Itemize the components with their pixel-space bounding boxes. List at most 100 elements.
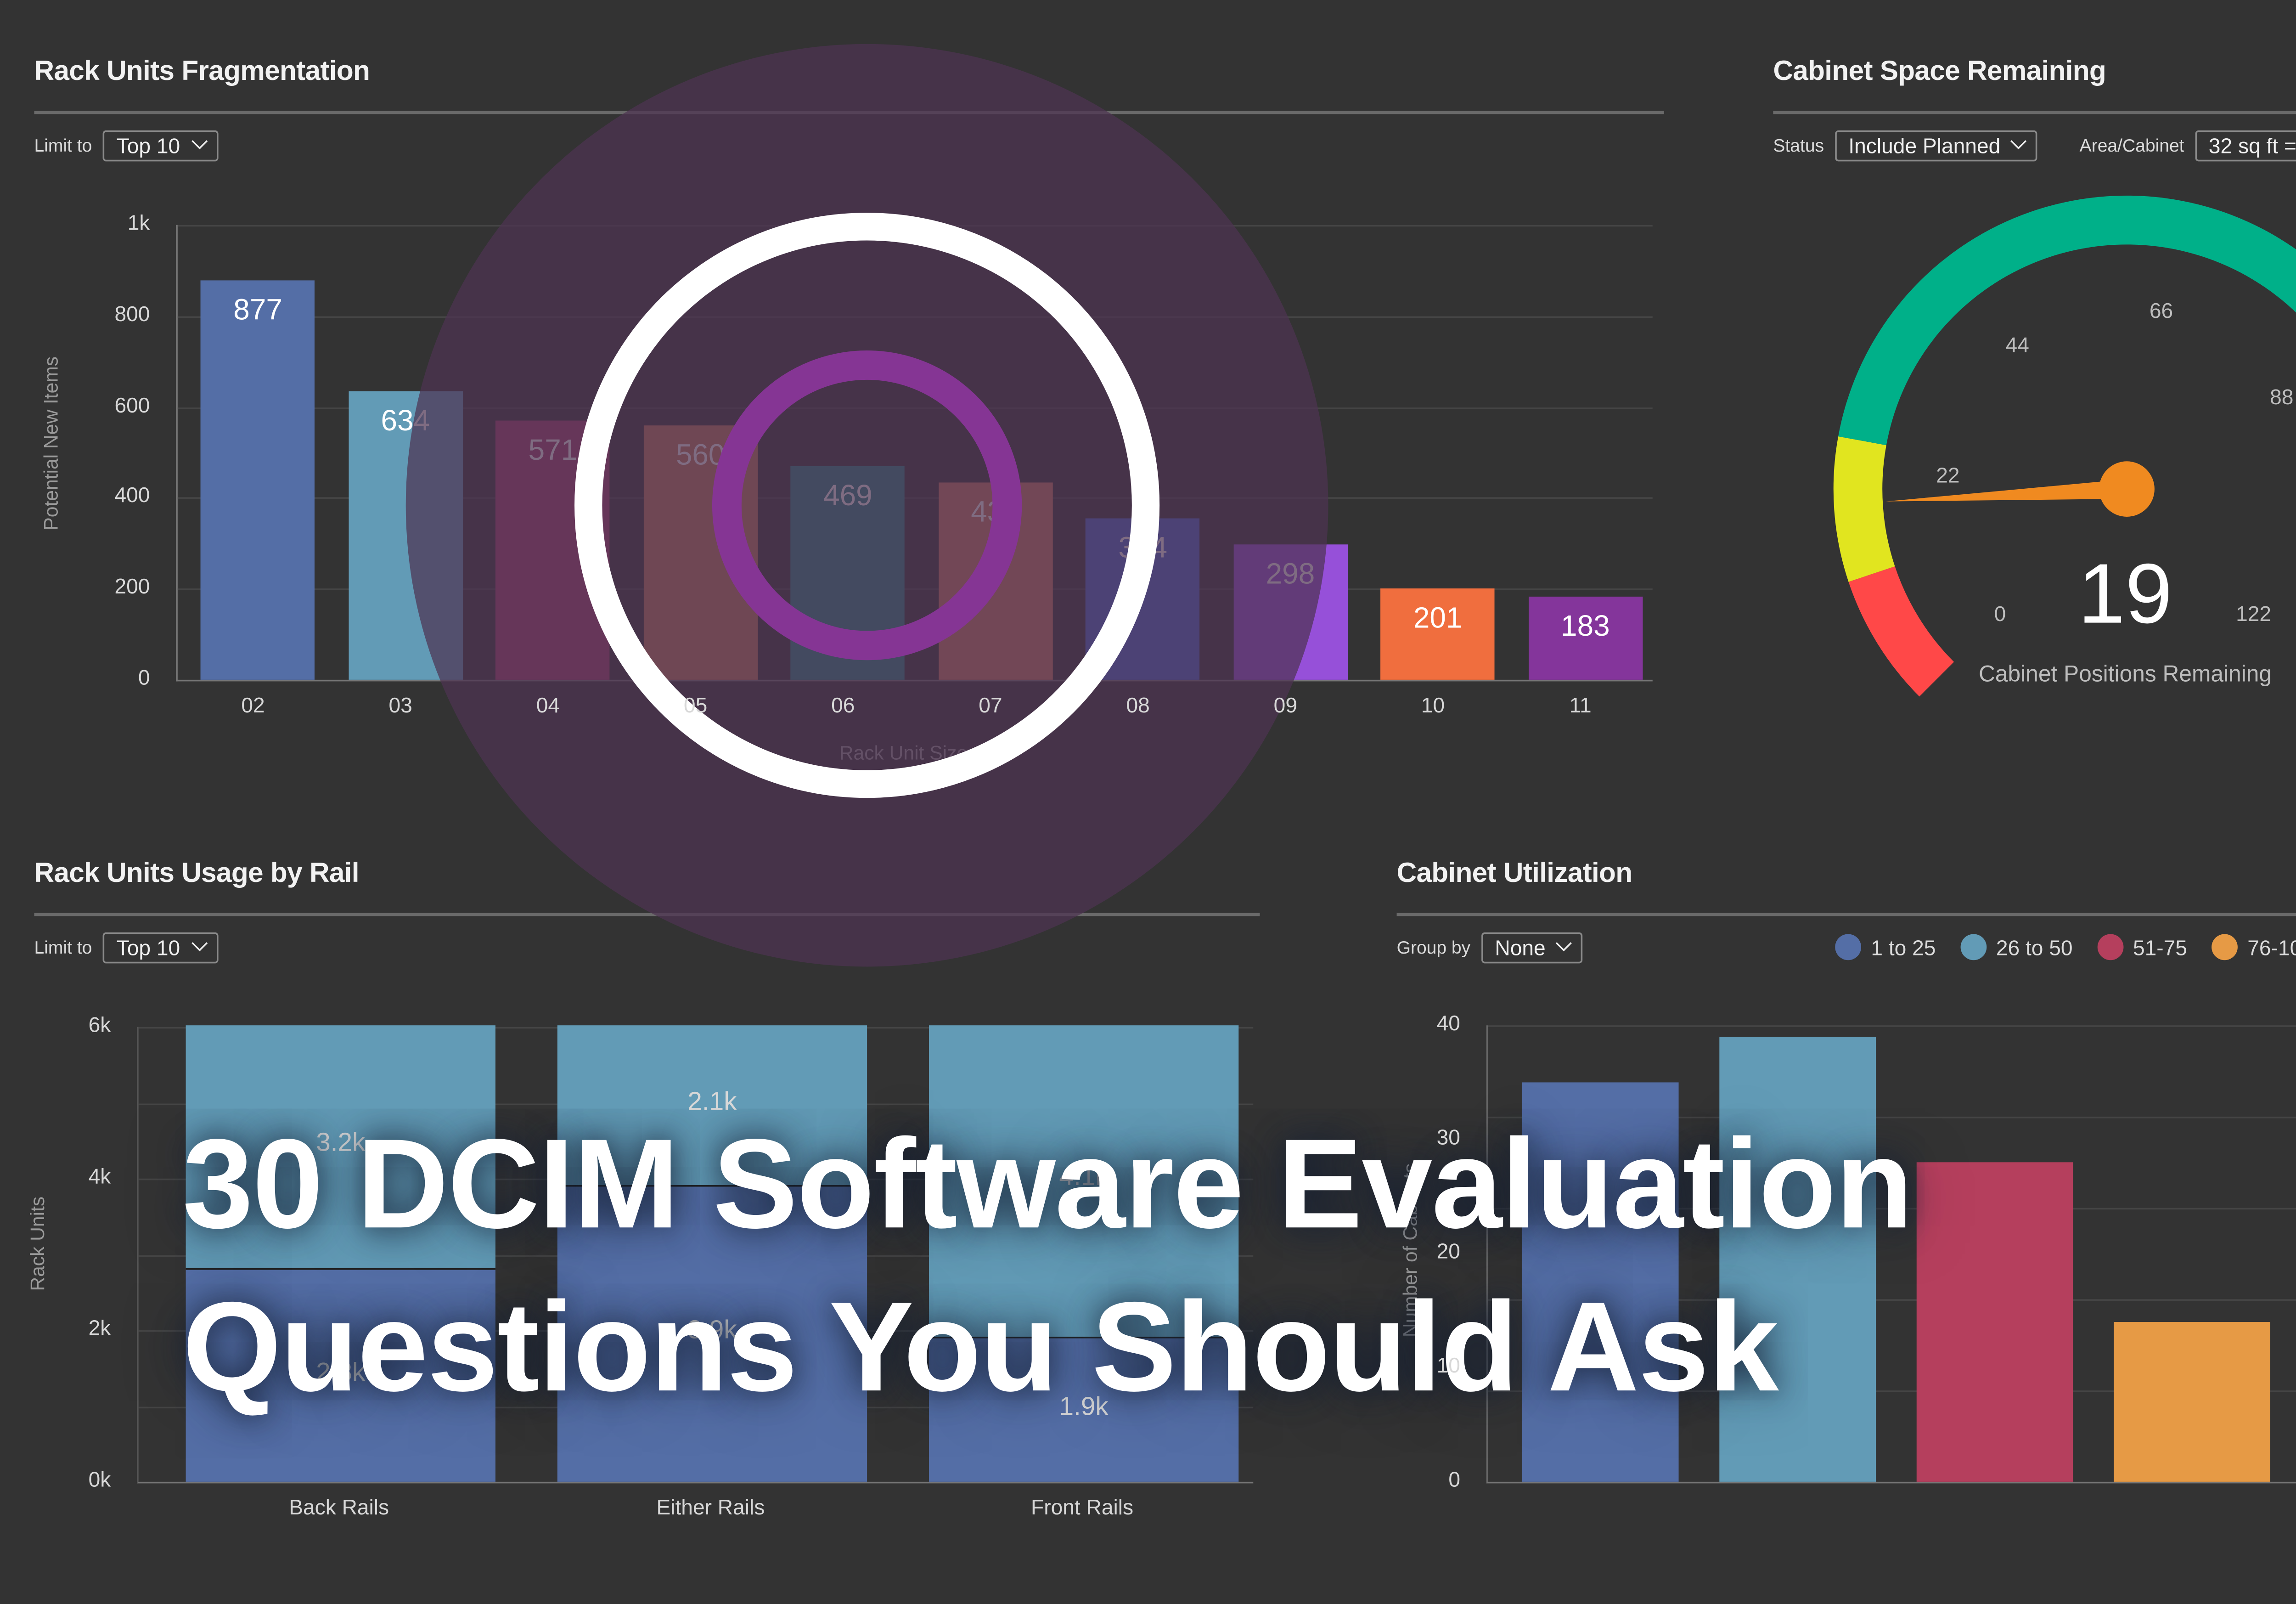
gauge-tick-label: 88 [2270, 384, 2294, 409]
segment-value-label: 3.2k [316, 1130, 366, 1158]
bar-value-label: 201 [1413, 601, 1463, 634]
gauge-tick-label: 66 [2149, 298, 2173, 323]
divider [1396, 913, 2296, 916]
gauge-caption: Cabinet Positions Remaining [1978, 660, 2272, 687]
y-tick-label: 10 [1436, 1353, 1460, 1378]
gauge-tick-label: 122 [2236, 601, 2272, 626]
x-tick-label: 02 [241, 693, 265, 717]
divider [1773, 111, 2296, 114]
limit-control: Limit to Top 10 [34, 130, 218, 162]
bar-02[interactable]: 877 [201, 281, 315, 680]
group-by-label: Group by [1396, 938, 1471, 958]
y-tick-label: 40 [1436, 1011, 1460, 1035]
bar-10[interactable]: 201 [1380, 588, 1495, 680]
bar-value-label: 354 [1118, 531, 1168, 565]
bar-05[interactable]: 560 [643, 425, 758, 680]
bar-07[interactable]: 433 [938, 483, 1052, 680]
x-tick-label: 07 [979, 693, 1002, 717]
bar-09[interactable]: 298 [1233, 544, 1348, 680]
y-tick-label: 0k [88, 1467, 111, 1492]
x-tick-label: Either Rails [656, 1495, 765, 1519]
bar-value-label: 571 [528, 433, 578, 466]
area-label: Area/Cabinet [2079, 136, 2184, 156]
limit-value: Top 10 [116, 936, 180, 960]
gauge-value: 19 [2078, 548, 2172, 643]
x-tick-label: 08 [1126, 693, 1150, 717]
bar-51-75[interactable] [1916, 1162, 2073, 1482]
bar-26-to-50[interactable] [1719, 1037, 1876, 1482]
gauge-needle-icon [1886, 461, 2155, 517]
status-control: Status Include Planned [1773, 130, 2038, 162]
x-tick-label: 10 [1421, 693, 1445, 717]
gridline [1488, 1025, 2296, 1027]
panel-title-fragmentation: Rack Units Fragmentation [34, 55, 370, 87]
limit-value: Top 10 [116, 134, 180, 158]
x-tick-label: 03 [388, 693, 412, 717]
gridline [177, 225, 1653, 227]
stack-segment[interactable]: 3.9k [557, 1186, 867, 1482]
area-value: 32 sq ft = 2.9 sq mt [2208, 134, 2296, 158]
bar-value-label: 560 [675, 438, 725, 471]
legend-item[interactable]: 51-75 [2097, 934, 2187, 960]
y-tick-label: 2k [88, 1315, 111, 1340]
stack-segment[interactable]: 2.8k [186, 1269, 495, 1482]
status-label: Status [1773, 136, 1824, 156]
limit-dropdown[interactable]: Top 10 [103, 932, 218, 964]
chart-plot-area: 877 634 571 560 469 433 354 298 201 183 [176, 225, 1653, 682]
gridline [1488, 1208, 2296, 1210]
bar-03[interactable]: 634 [348, 391, 463, 680]
chart-plot-area [1486, 1025, 2296, 1484]
x-tick-label: 05 [683, 693, 708, 717]
limit-dropdown[interactable]: Top 10 [103, 130, 218, 162]
divider [34, 913, 1260, 916]
stack-segment[interactable]: 1.9k [929, 1338, 1239, 1482]
group-by-control: Group by None [1396, 932, 1583, 964]
x-tick-label: 09 [1273, 693, 1298, 717]
gauge-band [1833, 436, 1895, 582]
legend-item[interactable]: 76-100 [2212, 934, 2296, 960]
gauge-tick-label: 44 [2005, 332, 2029, 357]
legend-item[interactable]: 1 to 25 [1835, 934, 1936, 960]
stack-segment[interactable]: 3.2k [186, 1025, 495, 1270]
panel-title-cabinet-utilization: Cabinet Utilization [1396, 857, 1633, 889]
y-tick-label: 0 [138, 665, 150, 690]
legend-dot-icon [1960, 934, 1986, 960]
stack-segment[interactable]: 4.1k [929, 1025, 1239, 1338]
bar-04[interactable]: 571 [495, 420, 610, 680]
gauge-band [1838, 195, 2296, 446]
gauge-band [1848, 566, 1954, 697]
x-tick-label: Back Rails [289, 1495, 389, 1519]
y-tick-label: 6k [88, 1012, 111, 1037]
chart-plot-area: 2.8k 3.2k 3.9k 2.1k 1.9k 4.1k [137, 1025, 1254, 1484]
status-dropdown[interactable]: Include Planned [1835, 130, 2038, 162]
legend-dot-icon [2212, 934, 2238, 960]
y-tick-label: 20 [1436, 1239, 1460, 1264]
panel-title-usage-by-rail: Rack Units Usage by Rail [34, 857, 360, 889]
bar-value-label: 433 [971, 496, 1020, 529]
x-tick-label: 04 [536, 693, 560, 717]
bar-1-to-25[interactable] [1521, 1082, 1678, 1482]
legend-item[interactable]: 26 to 50 [1960, 934, 2073, 960]
limit-label: Limit to [34, 136, 92, 156]
y-tick-label: 800 [114, 301, 150, 326]
group-by-dropdown[interactable]: None [1482, 932, 1583, 964]
bar-11[interactable]: 183 [1528, 596, 1643, 680]
legend-dot-icon [2097, 934, 2123, 960]
x-tick-label: 11 [1569, 693, 1592, 717]
area-control: Area/Cabinet 32 sq ft = 2.9 sq mt [2079, 130, 2296, 162]
area-dropdown[interactable]: 32 sq ft = 2.9 sq mt [2195, 130, 2296, 162]
bar-76-100[interactable] [2114, 1322, 2271, 1482]
segment-value-label: 2.1k [687, 1088, 737, 1117]
legend-label: 1 to 25 [1871, 935, 1936, 960]
stack-segment[interactable]: 2.1k [557, 1025, 867, 1186]
chevron-down-icon [2011, 133, 2027, 150]
bar-08[interactable]: 354 [1086, 519, 1200, 680]
gauge [1833, 195, 2296, 697]
x-axis-title: Rack Unit Size [839, 741, 968, 765]
y-axis-title: Rack Units [26, 1196, 49, 1291]
legend-label: 51-75 [2133, 935, 2187, 960]
bar-06[interactable]: 469 [791, 466, 905, 680]
headline-line-1: 30 DCIM Software Evaluation [182, 1112, 1913, 1255]
y-tick-label: 0 [1448, 1467, 1460, 1492]
